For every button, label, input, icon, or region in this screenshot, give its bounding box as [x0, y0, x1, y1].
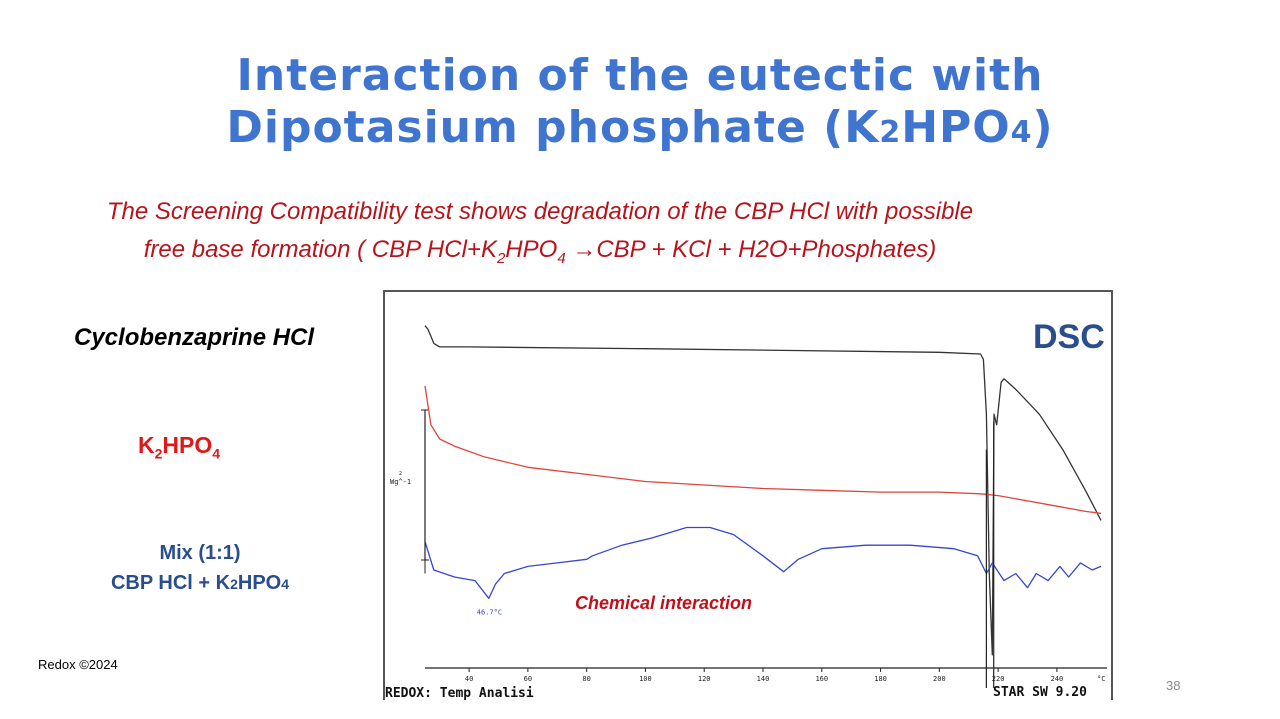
title-subscript-4: 4 — [1010, 115, 1033, 150]
label-cyclobenzaprine: Cyclobenzaprine HCl — [74, 324, 315, 351]
slide-subtitle: The Screening Compatibility test shows d… — [60, 193, 1020, 278]
curve-k2hpo4 — [424, 385, 1102, 514]
x-tick-label: 160 — [815, 675, 828, 683]
title-line-2-mid: HPO — [901, 102, 1011, 153]
label-mix-sub-4: 4 — [281, 576, 290, 592]
dsc-chart: Wg^-1 2 40 60 80 100 120 140 160 180 200 220 240 °C… — [383, 290, 1113, 700]
footer-copyright: Redox ©2024 — [38, 657, 118, 672]
title-subscript-2: 2 — [879, 115, 902, 150]
label-mix-line-1: Mix (1:1) — [159, 542, 241, 564]
dsc-curves — [424, 325, 1102, 688]
subtitle-line-2-mid: HPO — [505, 236, 558, 263]
x-tick-label: 200 — [933, 675, 946, 683]
x-tick-label: 240 — [1051, 675, 1064, 683]
chemical-interaction-annotation: Chemical interaction — [575, 593, 752, 613]
label-k2hpo4-mid: HPO — [162, 432, 213, 458]
x-tick-label: 220 — [992, 675, 1005, 683]
x-tick-label: 80 — [582, 675, 590, 683]
label-mix-sub-2: 2 — [230, 576, 238, 592]
label-mix-line-2-pre: CBP HCl + K — [110, 572, 231, 594]
subtitle-sub-2: 2 — [496, 249, 506, 267]
label-k2hpo4-sub-4: 4 — [212, 445, 221, 462]
arrow-icon: → — [572, 236, 597, 263]
x-tick-label: 180 — [874, 675, 887, 683]
title-line-2-pre: Dipotasium phosphate (K — [226, 102, 880, 153]
y-axis-superscript: 2 — [399, 471, 402, 477]
x-tick-label: 120 — [698, 675, 711, 683]
x-tick-label: 40 — [465, 675, 473, 683]
subtitle-sub-4: 4 — [557, 249, 566, 267]
curve-cyclobenzaprine — [424, 325, 1102, 656]
slide-title: Interaction of the eutectic with Dipotas… — [0, 50, 1280, 159]
y-axis-label: Wg^-1 — [390, 478, 411, 486]
x-tick-label: 60 — [524, 675, 532, 683]
subtitle-line-2-post: CBP + KCl + H2O+Phosphates) — [596, 236, 937, 263]
title-line-2: Dipotasium phosphate (K2HPO4) — [0, 102, 1280, 159]
x-ticks: 40 60 80 100 120 140 160 180 200 220 240 °C — [465, 668, 1105, 683]
page-number: 38 — [1166, 678, 1181, 693]
subtitle-line-1: The Screening Compatibility test shows d… — [106, 198, 974, 225]
title-line-2-post: ) — [1032, 102, 1054, 153]
x-unit-label: °C — [1097, 675, 1105, 683]
label-k2hpo4: K2HPO4 — [138, 432, 220, 462]
label-mix: Mix (1:1) CBP HCl + K2HPO4 — [60, 538, 340, 599]
label-mix-line-2-mid: HPO — [237, 572, 282, 594]
chart-background — [383, 290, 1113, 700]
x-tick-label: 100 — [639, 675, 652, 683]
curve-mix — [424, 526, 1102, 599]
subtitle-line-2-pre: free base formation ( CBP HCl+K — [143, 236, 497, 263]
title-line-1: Interaction of the eutectic with — [236, 50, 1044, 101]
label-mix-line-2: CBP HCl + K2HPO4 — [60, 568, 340, 599]
label-k2hpo4-pre: K — [138, 432, 155, 458]
instrument-footer-left: REDOX: Temp Analisi — [385, 686, 534, 700]
peak-temperature-label: 46.7°C — [477, 608, 502, 616]
x-tick-label: 140 — [757, 675, 770, 683]
label-k2hpo4-sub-2: 2 — [154, 445, 163, 462]
chart-title: DSC — [1033, 318, 1105, 356]
subtitle-line-2: free base formation ( CBP HCl+K2HPO4 →CB… — [60, 231, 1020, 278]
instrument-footer-right: STAR SW 9.20 — [993, 685, 1087, 700]
